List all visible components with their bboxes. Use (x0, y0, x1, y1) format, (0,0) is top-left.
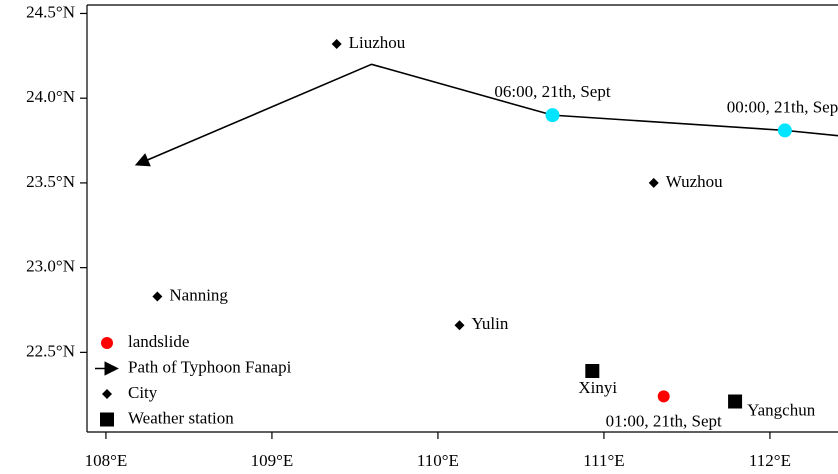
legend-label: City (128, 383, 158, 402)
y-tick-label: 24.5°N (26, 2, 75, 21)
legend-label: Weather station (128, 408, 234, 427)
city-marker (152, 291, 163, 302)
place-label: Nanning (169, 285, 228, 304)
legend-symbol (100, 412, 114, 427)
place-label: Xinyi (578, 378, 617, 397)
city-marker (648, 177, 659, 188)
legend-symbol (102, 389, 112, 399)
place-label: Liuzhou (349, 33, 406, 52)
legend: landslide Path of Typhoon Fanapi City Weath… (95, 332, 292, 427)
legend-label: landslide (128, 332, 189, 351)
plot-area (134, 38, 838, 409)
legend-label: Path of Typhoon Fanapi (128, 357, 292, 376)
place-label: Wuzhou (666, 172, 723, 191)
time-label: 06:00, 21th, Sept (494, 82, 610, 101)
typhoon-time-marker (777, 123, 792, 138)
legend-symbol (101, 337, 113, 349)
x-tick-label: 110°E (417, 451, 459, 470)
place-label: Yangchun (747, 400, 816, 419)
y-tick-label: 23.5°N (26, 172, 75, 191)
city-marker (331, 38, 342, 49)
y-tick-label: 24.0°N (26, 87, 75, 106)
station-marker (728, 394, 743, 409)
typhoon-time-marker (545, 108, 560, 123)
landslide-marker (657, 390, 670, 403)
y-tick-label: 23.0°N (26, 257, 75, 276)
place-label: Yulin (472, 314, 509, 333)
x-tick-label: 111°E (583, 451, 624, 470)
city-marker (454, 320, 465, 331)
y-tick-label: 22.5°N (26, 341, 75, 360)
time-label: 00:00, 21th, Sept (727, 97, 838, 116)
time-label: 01:00, 21th, Sept (606, 411, 722, 430)
station-marker (585, 364, 600, 378)
x-tick-label: 108°E (85, 451, 128, 470)
x-tick-label: 112°E (749, 451, 791, 470)
x-tick-label: 109°E (251, 451, 294, 470)
